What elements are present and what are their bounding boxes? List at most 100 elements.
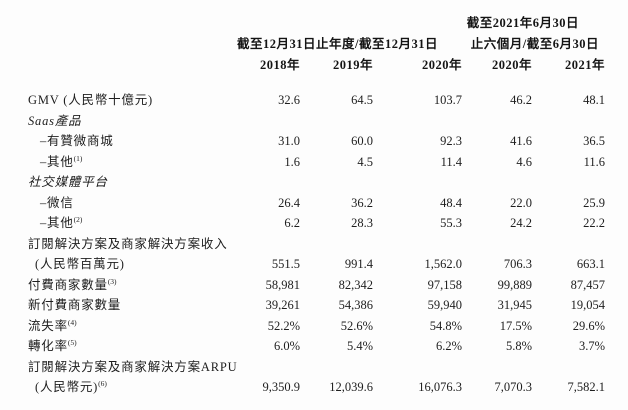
year-column-2019: 2019年 [332,58,373,72]
metric-value: 16,076.3 [418,380,462,394]
metric-label: GMV (人民幣十億元) [28,90,258,111]
metric-value: 19,054 [570,298,606,312]
metric-label-text: Saas產品 [28,113,82,128]
operating-metrics-table: 截至2021年6月30日 截至12月31日止年度/截至12月31日 止六個月/截… [28,13,605,398]
metric-value: 6.2% [435,339,462,353]
year-column-2020-interim: 2020年 [491,58,532,72]
metric-value: 991.4 [344,257,373,271]
metric-label: 付費商家數量(3) [28,275,258,296]
metric-row: Saas產品 [28,111,605,132]
metric-value: 31.0 [278,134,300,148]
metric-value: 87,457 [570,277,606,292]
metric-value: 60.0 [351,134,373,148]
metric-label-text: GMV (人民幣十億元) [28,93,153,107]
metric-label: –有贊微商城 [28,131,258,152]
metric-label-text: 新付費商家數量 [28,298,122,312]
metric-row: 社交媒體平台 [28,172,605,193]
metric-value: 1,562.0 [424,257,463,271]
metric-value: 32.6 [278,93,300,107]
metric-row: –微信 26.4 36.2 48.4 22.0 25.9 [28,193,605,214]
metric-value: 54.8% [429,318,462,333]
metric-value: 6.2 [284,216,300,230]
metric-value: 29.6% [572,318,606,333]
table-header: 截至2021年6月30日 截至12月31日止年度/截至12月31日 止六個月/截… [28,13,605,90]
table-body: GMV (人民幣十億元) 32.6 64.5 103.7 46.2 48.1 Saas產品 –… [28,90,605,398]
metric-row: 訂閱解決方案及商家解決方案ARPU (人民幣元)(6) 9,350.9 12,039.… [28,357,605,398]
footnote-marker: (1) [73,153,83,163]
metric-value: 9,350.9 [262,380,301,394]
metric-value: 55.3 [440,216,462,230]
metric-value: 52.2% [267,318,300,333]
metric-value: 92.3 [440,134,462,148]
metric-value [300,172,373,193]
metric-value: 11.4 [440,154,462,169]
metric-label: Saas產品 [28,111,258,132]
metric-value [258,172,300,193]
metric-value: 54,386 [338,298,373,312]
metric-label-text: 社交媒體平台 [28,175,108,189]
metric-row: –其他(2) 6.2 28.3 55.3 24.2 22.2 [28,213,605,234]
metric-value: 551.5 [271,257,300,271]
metric-row: 流失率(4) 52.2% 52.6% 54.8% 17.5% 29.6% [28,316,605,337]
metric-label: 社交媒體平台 [28,172,258,193]
metric-label-text: –其他 [40,154,74,169]
header-spacer [28,55,258,90]
metric-value [300,111,373,132]
metric-label: 新付費商家數量 [28,295,258,316]
metric-value: 48.4 [440,195,462,210]
metric-value: 7,070.3 [494,380,533,394]
metric-value [258,111,300,132]
header-period-interim-line2: 止六個月/截至6月30日 [470,37,600,51]
metric-label-text: –其他 [40,216,74,230]
metric-value: 64.5 [351,93,373,107]
metric-value: 5.8% [505,339,532,353]
metric-value: 82,342 [338,277,373,292]
metric-value: 24.2 [510,216,532,230]
metric-row: 付費商家數量(3) 58,981 82,342 97,158 99,889 87,457 [28,275,605,296]
metric-value: 22.0 [510,195,532,210]
metric-value [532,111,605,132]
metric-value [373,111,462,132]
metric-label-unit: (人民幣元) [35,380,99,394]
metric-label-text: 轉化率 [28,339,68,353]
metric-label-text: –微信 [40,195,74,210]
metric-value [462,172,532,193]
metric-value: 103.7 [433,93,462,107]
metric-value [462,111,532,132]
metric-value: 6.0% [273,339,300,353]
metric-value: 1.6 [284,154,300,169]
metric-label-text: 訂閱解決方案及商家解決方案ARPU [28,359,238,374]
metric-value: 3.7% [578,339,606,353]
metric-label: 訂閱解決方案及商家解決方案ARPU (人民幣元)(6) [28,357,258,398]
footnote-marker: (6) [98,378,107,388]
metric-value: 12,039.6 [329,380,373,394]
metric-label: 轉化率(5) [28,336,258,357]
footnote-marker: (5) [67,337,77,347]
header-row-period-top: 截至2021年6月30日 [28,13,605,34]
metric-value: 663.1 [576,257,606,271]
metric-row: GMV (人民幣十億元) 32.6 64.5 103.7 46.2 48.1 [28,90,605,111]
footnote-marker: (2) [73,214,83,224]
metric-label: –其他(2) [28,213,258,234]
metric-value: 5.4% [346,339,373,353]
metric-value: 17.5% [499,318,532,333]
footnote-marker: (3) [107,276,117,286]
footnote-marker: (4) [67,317,77,327]
metric-label: 流失率(4) [28,316,258,337]
metric-label: –其他(1) [28,152,258,173]
metric-value [532,172,605,193]
metric-value: 52.6% [340,318,373,333]
header-period-interim-line1: 截至2021年6月30日 [466,16,580,30]
metric-label-text: 付費商家數量 [28,277,108,292]
metric-value: 25.9 [583,195,606,210]
metric-row: –其他(1) 1.6 4.5 11.4 4.6 11.6 [28,152,605,173]
metric-value: 48.1 [583,93,606,107]
metric-value: 97,158 [427,277,462,292]
metric-label-text: 訂閱解決方案及商家解決方案收入 [28,236,228,251]
metric-row: 新付費商家數量 39,261 54,386 59,940 31,945 19,054 [28,295,605,316]
year-column-2018: 2018年 [259,58,300,72]
year-column-2021-interim: 2021年 [565,58,606,72]
metric-label: –微信 [28,193,258,214]
metric-value: 41.6 [510,134,532,148]
